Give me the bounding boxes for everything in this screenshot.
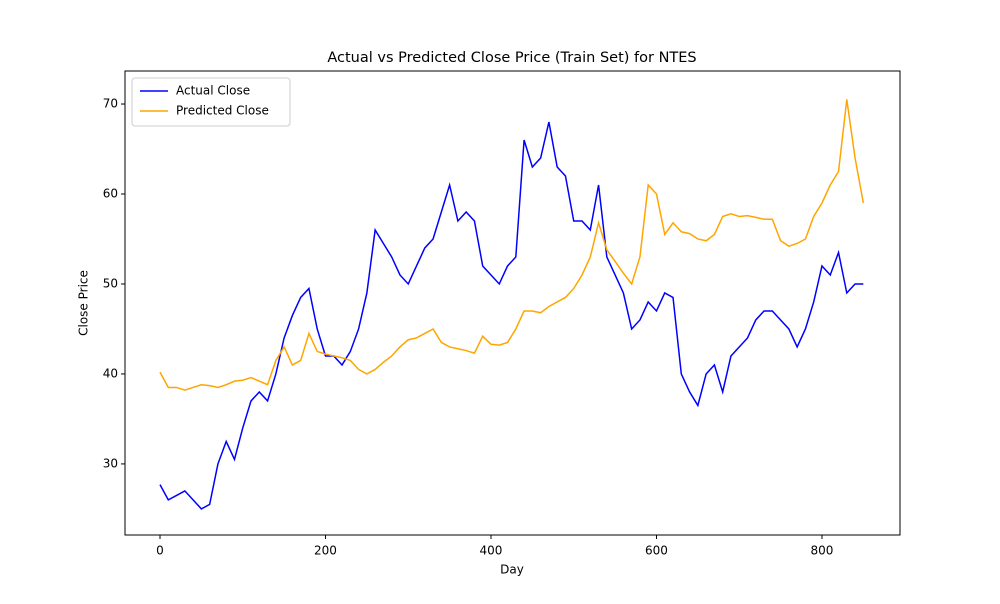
- plot-frame: [124, 70, 901, 536]
- data-line: [159, 99, 865, 391]
- x-tick-label: 400: [480, 544, 503, 558]
- y-tick-label: 70: [103, 97, 118, 111]
- data-line: [159, 121, 864, 510]
- y-tick-label: 40: [103, 366, 118, 380]
- y-tick-label: 60: [103, 186, 118, 200]
- y-tick-label: 50: [103, 276, 118, 290]
- y-tick-label: 30: [103, 456, 118, 470]
- legend-box: [131, 77, 291, 127]
- x-axis-label: Day: [500, 563, 524, 577]
- legend-label: Actual Close: [176, 84, 250, 98]
- chart-title: Actual vs Predicted Close Price (Train S…: [327, 50, 696, 66]
- y-axis-label: Close Price: [77, 270, 91, 336]
- x-tick-label: 600: [645, 544, 668, 558]
- x-tick-label: 200: [314, 544, 337, 558]
- legend-label: Predicted Close: [176, 104, 269, 118]
- x-tick-label: 800: [811, 544, 834, 558]
- x-tick-label: 0: [156, 544, 164, 558]
